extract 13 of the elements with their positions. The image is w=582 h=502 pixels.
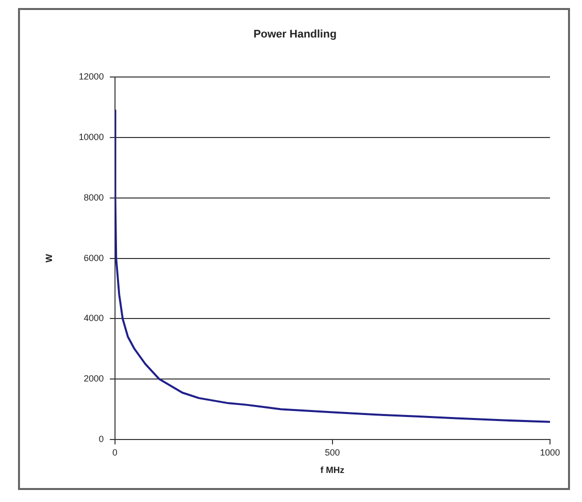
- x-axis-title: f MHz: [320, 465, 345, 476]
- chart-title: Power Handling: [253, 28, 337, 41]
- y-tick-label: 4000: [84, 313, 104, 324]
- x-tick-label: 500: [324, 447, 340, 458]
- y-tick-label: 0: [98, 434, 104, 444]
- x-tick-label: 1000: [540, 447, 560, 458]
- y-tick-label: 12000: [78, 72, 104, 82]
- y-tick-label: 6000: [84, 252, 104, 263]
- y-tick-label: 2000: [84, 374, 104, 384]
- y-axis-title: W: [44, 254, 54, 263]
- y-tick-label: 10000: [78, 132, 104, 142]
- y-tick-label: 8000: [84, 192, 104, 202]
- x-tick-label: 0: [112, 447, 118, 458]
